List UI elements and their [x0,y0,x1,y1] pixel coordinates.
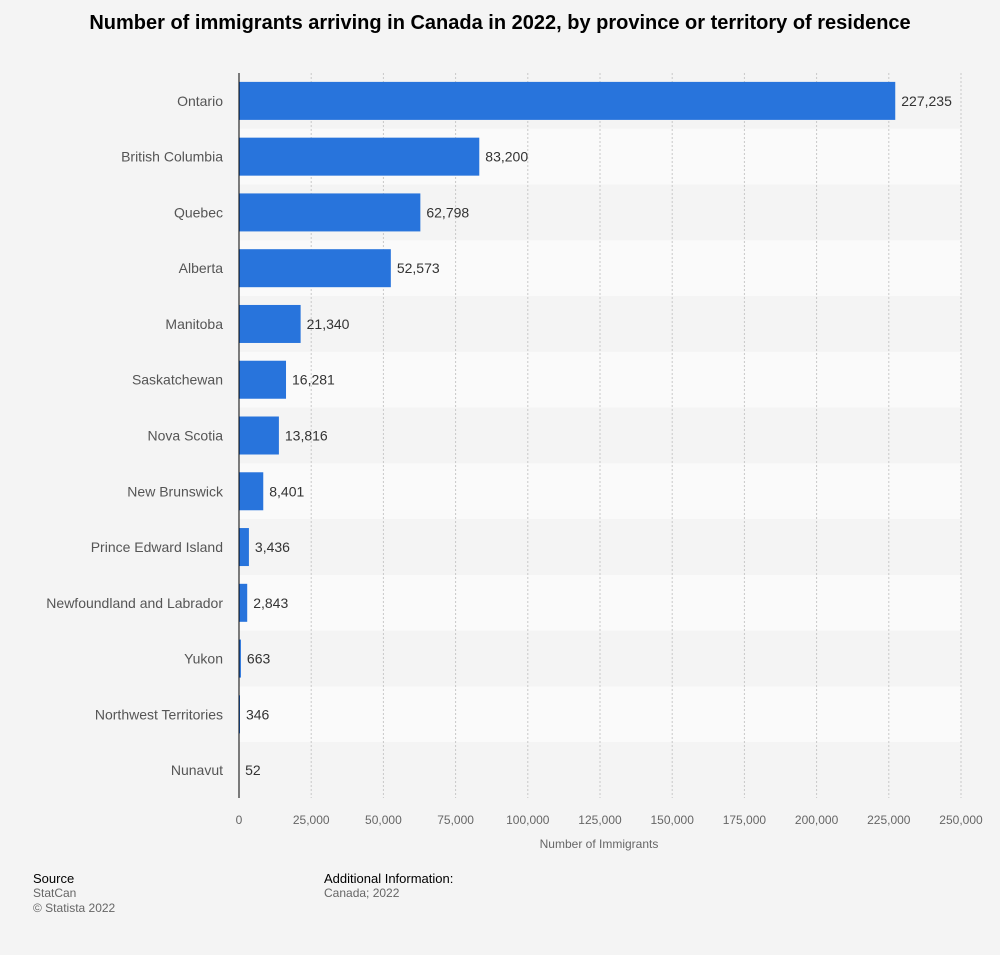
bar[interactable] [239,304,301,343]
category-labels: Ontario British Columbia Quebec Alberta Mani… [46,93,224,778]
value-label: 663 [247,651,271,667]
additional-info-text: Canada; 2022 [324,886,400,900]
bar-chart: Ontario British Columbia Quebec Alberta Mani… [46,73,983,851]
x-tick-labels: 0 25,000 50,000 75,000 100,000 125,000 150,000… [236,813,983,827]
category-label: Yukon [184,651,223,667]
x-tick-label: 50,000 [365,813,402,827]
category-label: Saskatchewan [132,372,223,388]
x-tick-label: 100,000 [506,813,550,827]
bar[interactable] [239,137,480,176]
value-label: 52 [245,762,261,778]
value-label: 62,798 [426,204,469,220]
category-label: Northwest Territories [95,706,223,722]
copyright: © Statista 2022 [33,901,116,915]
category-label: Manitoba [165,316,223,332]
value-label: 346 [246,706,270,722]
additional-info-block: Additional Information: Canada; 2022 [324,871,453,901]
bar[interactable] [239,472,264,511]
category-label: Alberta [179,260,224,276]
row-band [239,351,961,408]
category-label: Prince Edward Island [91,539,223,555]
bar[interactable] [239,360,287,399]
value-label: 2,843 [253,595,288,611]
x-tick-label: 0 [236,813,243,827]
category-label: Quebec [174,204,223,220]
x-axis-title: Number of Immigrants [540,837,659,851]
chart-title: Number of immigrants arriving in Canada … [89,12,911,34]
value-label: 227,235 [901,93,952,109]
x-tick-label: 250,000 [939,813,983,827]
x-tick-label: 75,000 [437,813,474,827]
category-label: Ontario [177,93,223,109]
value-label: 21,340 [307,316,350,332]
additional-info-heading: Additional Information: [324,871,454,886]
bar[interactable] [239,416,279,455]
x-tick-label: 200,000 [795,813,839,827]
bar[interactable] [239,81,896,120]
bars [239,81,896,790]
x-tick-label: 225,000 [867,813,911,827]
category-label: British Columbia [121,149,223,165]
bar[interactable] [239,639,241,678]
bar[interactable] [239,249,391,288]
x-tick-label: 25,000 [293,813,330,827]
category-label: Nova Scotia [148,428,224,444]
x-tick-label: 150,000 [651,813,695,827]
source-name[interactable]: StatCan [33,886,77,900]
category-label: New Brunswick [127,483,224,499]
source-block: Source StatCan © Statista 2022 [33,871,115,916]
row-band [239,407,961,464]
bar[interactable] [239,583,248,622]
value-label: 83,200 [485,149,528,165]
value-label: 13,816 [285,428,328,444]
x-tick-label: 175,000 [723,813,767,827]
value-labels: 227,235 83,200 62,798 52,573 21,340 16,281 13,… [245,93,952,778]
category-label: Nunavut [171,762,223,778]
bar[interactable] [239,528,249,567]
source-heading: Source [33,871,75,886]
value-label: 16,281 [292,372,335,388]
value-label: 52,573 [397,260,440,276]
bar[interactable] [239,193,421,232]
x-tick-label: 125,000 [578,813,622,827]
value-label: 8,401 [269,483,304,499]
value-label: 3,436 [255,539,290,555]
category-label: Newfoundland and Labrador [46,595,223,611]
